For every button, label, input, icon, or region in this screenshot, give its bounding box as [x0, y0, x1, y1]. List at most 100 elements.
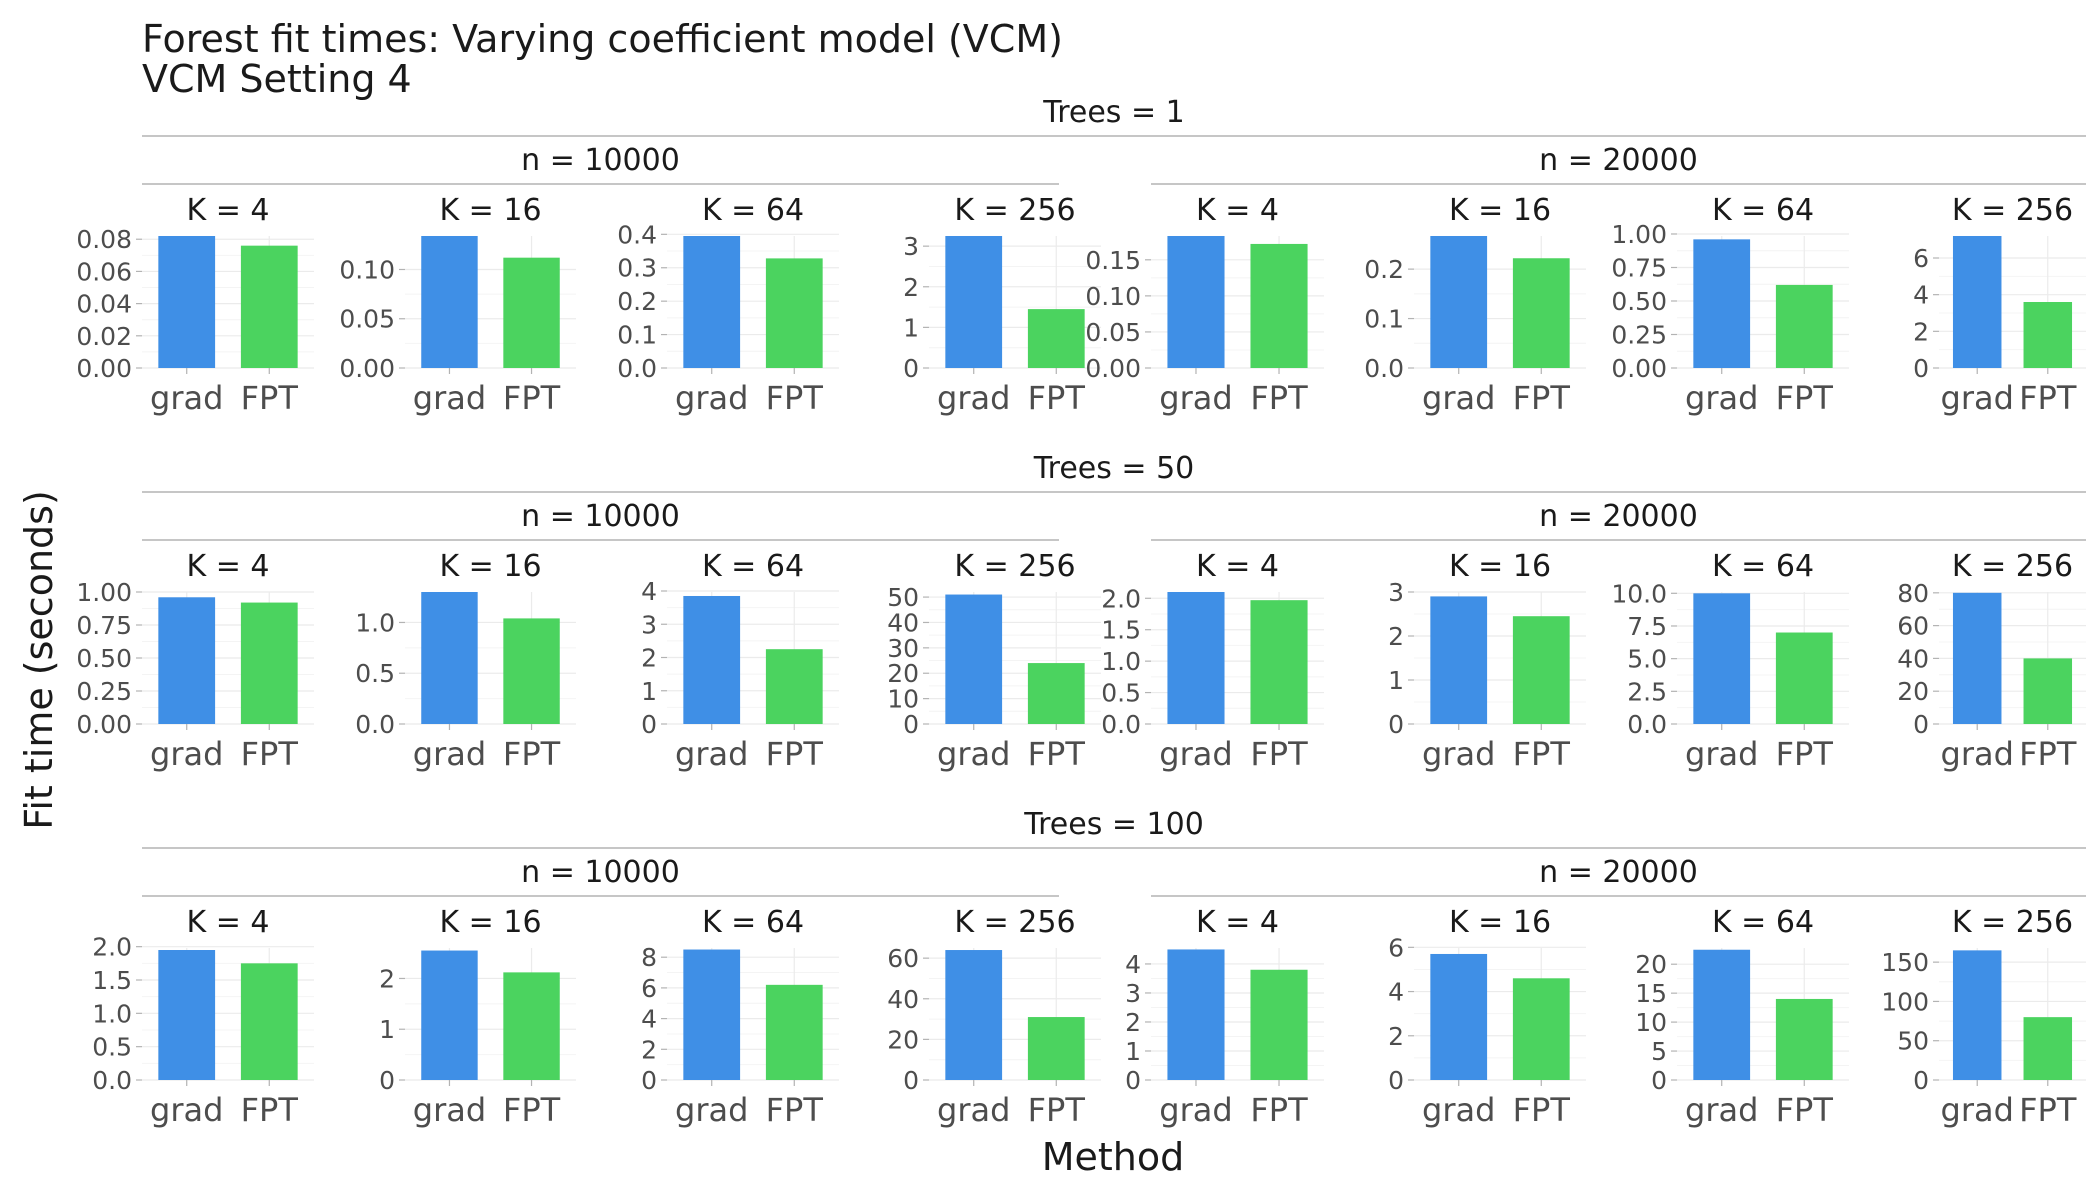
k-strip-label: K = 64: [702, 193, 804, 228]
y-tick-label: 80: [1897, 579, 1929, 608]
y-tick-label: 1: [903, 313, 919, 342]
facet-panel: K = 16 0 1 2 3 grad FPT: [1388, 549, 1586, 773]
fpt-bar: [503, 257, 560, 368]
y-tick-label: 0: [1913, 354, 1929, 383]
fpt-bar: [240, 245, 298, 368]
facet-panel: K = 16 0.0 0.1 0.2 grad FPT: [1364, 193, 1586, 417]
y-tick-label: 10: [1635, 1008, 1667, 1037]
grad-bar: [421, 592, 478, 724]
grad-bar: [1952, 950, 2002, 1080]
k-strip-label: K = 4: [187, 905, 270, 940]
y-tick-label: 0.75: [1611, 253, 1667, 282]
fpt-bar: [765, 258, 823, 368]
y-tick-label: 100: [1881, 987, 1929, 1016]
x-tick-label: grad: [150, 379, 223, 417]
x-tick-label: FPT: [241, 1091, 299, 1129]
x-tick-label: FPT: [1250, 379, 1308, 417]
fpt-bar: [1250, 969, 1308, 1080]
fpt-bar: [1775, 998, 1833, 1080]
facet-panel: K = 16 0 1 2 grad FPT: [379, 905, 576, 1129]
y-tick-label: 1.0: [355, 608, 395, 637]
fpt-bar: [1775, 284, 1833, 368]
fpt-bar: [2023, 1017, 2073, 1080]
fpt-bar: [1512, 258, 1570, 368]
x-tick-label: FPT: [241, 735, 299, 773]
grad-bar: [1167, 949, 1225, 1080]
y-tick-label: 0: [1125, 1066, 1141, 1095]
y-tick-label: 0.00: [76, 710, 132, 739]
y-tick-label: 6: [1388, 933, 1404, 962]
y-tick-label: 1: [1388, 666, 1404, 695]
y-tick-label: 0.4: [617, 220, 657, 249]
y-tick-label: 0: [379, 1066, 395, 1095]
fpt-bar: [1250, 600, 1308, 724]
x-tick-label: FPT: [1776, 1091, 1834, 1129]
y-tick-label: 0.15: [1085, 246, 1141, 275]
y-tick-label: 2: [641, 644, 657, 673]
facet-panel: K = 64 0.00 0.25 0.50 0.75 1.00 grad FPT: [1611, 193, 1849, 417]
x-tick-label: FPT: [503, 379, 561, 417]
y-tick-label: 15: [1635, 979, 1667, 1008]
y-tick-label: 0.05: [1085, 318, 1141, 347]
k-strip-label: K = 16: [1449, 549, 1551, 584]
facet-panel: K = 16 0.0 0.5 1.0 grad FPT: [355, 549, 576, 773]
y-tick-label: 0.06: [76, 257, 132, 286]
fpt-bar: [1027, 663, 1085, 724]
y-tick-label: 2: [641, 1035, 657, 1064]
x-tick-label: grad: [1159, 1091, 1232, 1129]
k-strip-label: K = 256: [954, 193, 1075, 228]
chart-title: Forest fit times: Varying coefficient mo…: [142, 17, 1063, 61]
x-tick-label: grad: [1941, 379, 2014, 417]
facet-panel: K = 4 0.00 0.05 0.10 0.15 grad FPT: [1085, 193, 1324, 417]
y-tick-label: 7.5: [1627, 612, 1667, 641]
fpt-bar: [1775, 632, 1833, 724]
x-tick-label: grad: [413, 379, 486, 417]
grad-bar: [1430, 236, 1488, 368]
x-tick-label: FPT: [1028, 379, 1086, 417]
grad-bar: [945, 594, 1003, 724]
k-strip-label: K = 256: [954, 905, 1075, 940]
x-tick-label: grad: [1941, 735, 2014, 773]
facet-panel: K = 256 0 2 4 6 grad FPT: [1913, 193, 2086, 417]
n-strip-label: n = 20000: [1539, 143, 1698, 178]
y-tick-label: 0.0: [1364, 354, 1404, 383]
grad-bar: [1693, 949, 1751, 1080]
grad-bar: [1430, 953, 1488, 1080]
trees-strip-label: Trees = 50: [1033, 451, 1195, 486]
n-strip-label: n = 20000: [1539, 499, 1698, 534]
x-tick-label: grad: [675, 735, 748, 773]
facet-panel: K = 16 0 2 4 6 grad FPT: [1388, 905, 1586, 1129]
k-strip-label: K = 16: [439, 549, 541, 584]
y-tick-label: 0.10: [339, 255, 395, 284]
x-tick-label: grad: [150, 735, 223, 773]
k-strip-label: K = 16: [439, 905, 541, 940]
y-tick-label: 0: [1913, 1066, 1929, 1095]
y-tick-label: 1: [641, 677, 657, 706]
fpt-bar: [1027, 309, 1085, 368]
k-strip-label: K = 256: [1952, 193, 2073, 228]
y-tick-label: 20: [887, 659, 919, 688]
x-tick-label: FPT: [766, 735, 824, 773]
y-tick-label: 0.25: [1611, 320, 1667, 349]
fpt-bar: [240, 602, 298, 724]
k-strip-label: K = 4: [1196, 549, 1279, 584]
y-tick-label: 1.5: [1101, 616, 1141, 645]
x-tick-label: grad: [413, 1091, 486, 1129]
y-tick-label: 0.00: [1085, 354, 1141, 383]
y-tick-label: 40: [887, 985, 919, 1014]
y-tick-label: 2.0: [92, 933, 132, 962]
y-tick-label: 0.00: [339, 354, 395, 383]
y-tick-label: 0.2: [1364, 255, 1404, 284]
x-tick-label: grad: [1685, 735, 1758, 773]
x-tick-label: grad: [1941, 1091, 2014, 1129]
y-tick-label: 0.3: [617, 254, 657, 283]
grad-bar: [158, 950, 216, 1080]
y-tick-label: 0.0: [1101, 710, 1141, 739]
x-tick-label: grad: [1685, 1091, 1758, 1129]
x-tick-label: FPT: [2019, 1091, 2077, 1129]
x-tick-label: FPT: [1250, 735, 1308, 773]
y-tick-label: 6: [641, 974, 657, 1003]
